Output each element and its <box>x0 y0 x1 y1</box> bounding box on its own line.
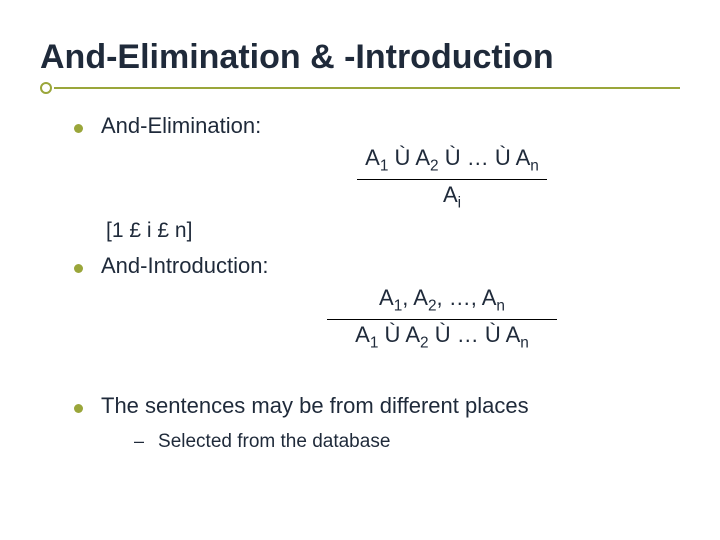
title-block: And-Elimination & -Introduction <box>40 38 680 85</box>
elim-range: [1 £ i £ n] <box>106 219 680 243</box>
bullet-1-text: And-Elimination: <box>101 113 261 139</box>
bullet-dot-icon <box>74 264 83 273</box>
intro-premise: A1, A2, …, An <box>375 285 509 317</box>
introduction-rule: A1, A2, …, An A1 Ù A2 Ù … Ù An <box>204 285 680 353</box>
bullet-1: And-Elimination: <box>74 113 680 139</box>
content-area: And-Elimination: A1 Ù A2 Ù … Ù An Ai [1 … <box>40 113 680 453</box>
bullet-dot-icon <box>74 404 83 413</box>
elim-rule-line <box>357 179 547 180</box>
slide-title: And-Elimination & -Introduction <box>40 38 680 77</box>
intro-conclusion: A1 Ù A2 Ù … Ù An <box>204 322 680 352</box>
bullet-3: The sentences may be from different plac… <box>74 393 680 419</box>
elim-conclusion: Ai <box>224 182 680 212</box>
title-underline <box>40 83 680 85</box>
bullet-dot-icon <box>74 124 83 133</box>
underline-line <box>54 87 680 89</box>
elimination-rule: A1 Ù A2 Ù … Ù An Ai <box>224 145 680 213</box>
bullet-3-text: The sentences may be from different plac… <box>101 393 529 419</box>
sub-dash-icon: – <box>134 431 144 452</box>
slide: And-Elimination & -Introduction And-Elim… <box>0 0 720 540</box>
intro-rule-line <box>327 319 557 320</box>
sub-bullet-1-text: Selected from the database <box>158 431 390 453</box>
sub-bullet-1: – Selected from the database <box>134 431 680 453</box>
bullet-2: And-Introduction: <box>74 253 680 279</box>
elim-premise: A1 Ù A2 Ù … Ù An <box>361 145 543 177</box>
bullet-2-text: And-Introduction: <box>101 253 269 279</box>
underline-circle-icon <box>40 82 52 94</box>
